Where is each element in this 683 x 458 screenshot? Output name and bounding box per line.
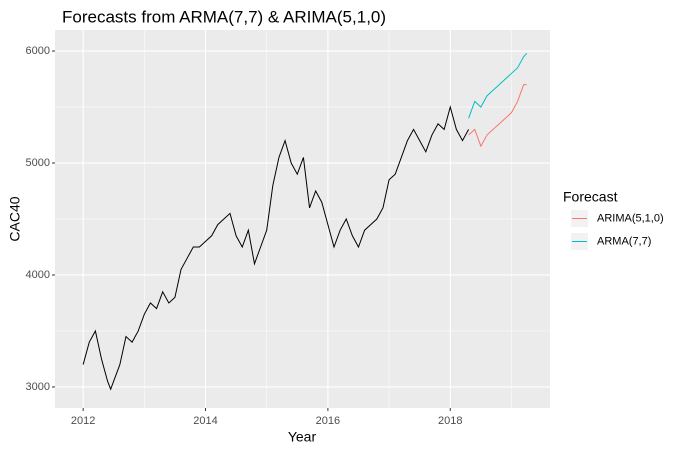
legend-label: ARIMA(5,1,0) (597, 212, 664, 224)
y-axis-label: CAC40 (7, 196, 23, 241)
x-tick-label: 2014 (193, 415, 217, 427)
x-tick-label: 2018 (438, 415, 462, 427)
series-line (82, 105, 470, 391)
y-tick-label: 4000 (26, 269, 50, 281)
x-tick-label: 2012 (71, 415, 95, 427)
series-line (468, 52, 528, 119)
legend-title: Forecast (563, 189, 618, 205)
legend-label: ARMA(7,7) (597, 235, 651, 247)
y-tick-label: 3000 (26, 381, 50, 393)
series-line (468, 84, 527, 148)
x-tick-label: 2016 (316, 415, 340, 427)
x-axis-label: Year (288, 429, 317, 445)
y-tick-label: 6000 (26, 45, 50, 57)
y-tick-label: 5000 (26, 157, 50, 169)
chart-title: Forecasts from ARMA(7,7) & ARIMA(5,1,0) (62, 7, 386, 26)
